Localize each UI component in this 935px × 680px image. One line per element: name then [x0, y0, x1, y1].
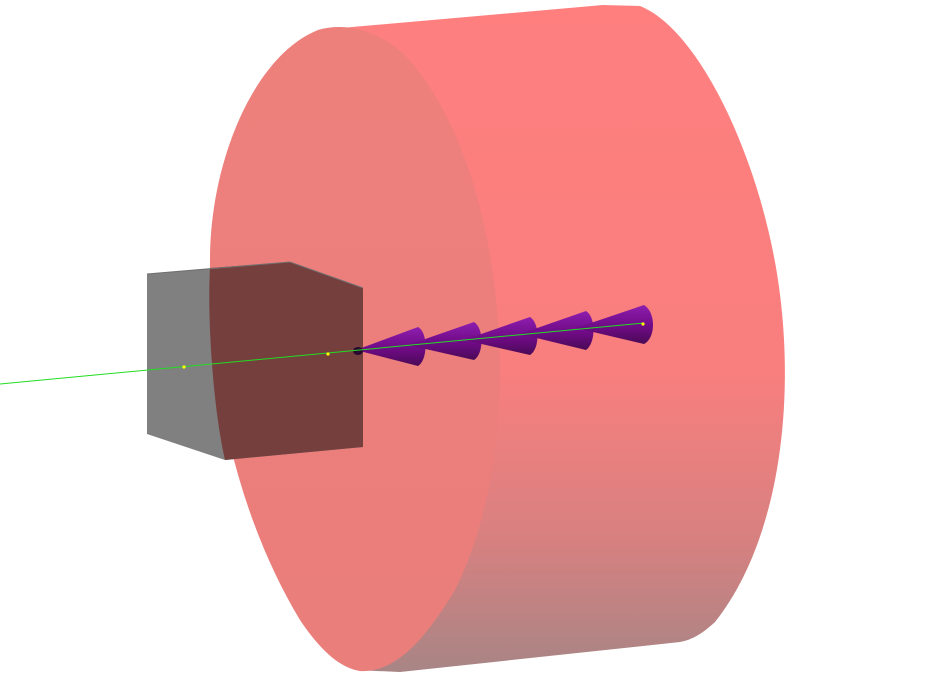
cone-4[interactable] [520, 311, 594, 350]
track-point-1[interactable] [182, 365, 186, 369]
box-overlap[interactable] [209, 262, 363, 460]
cone-tip [353, 347, 363, 355]
track-line[interactable] [0, 322, 645, 385]
cone-2[interactable] [408, 322, 482, 360]
track-point-3[interactable] [641, 322, 645, 326]
track-point-2[interactable] [326, 352, 330, 356]
cone-3[interactable] [464, 317, 538, 355]
box-top-edge [146, 261, 364, 289]
cone-5[interactable] [576, 305, 653, 344]
